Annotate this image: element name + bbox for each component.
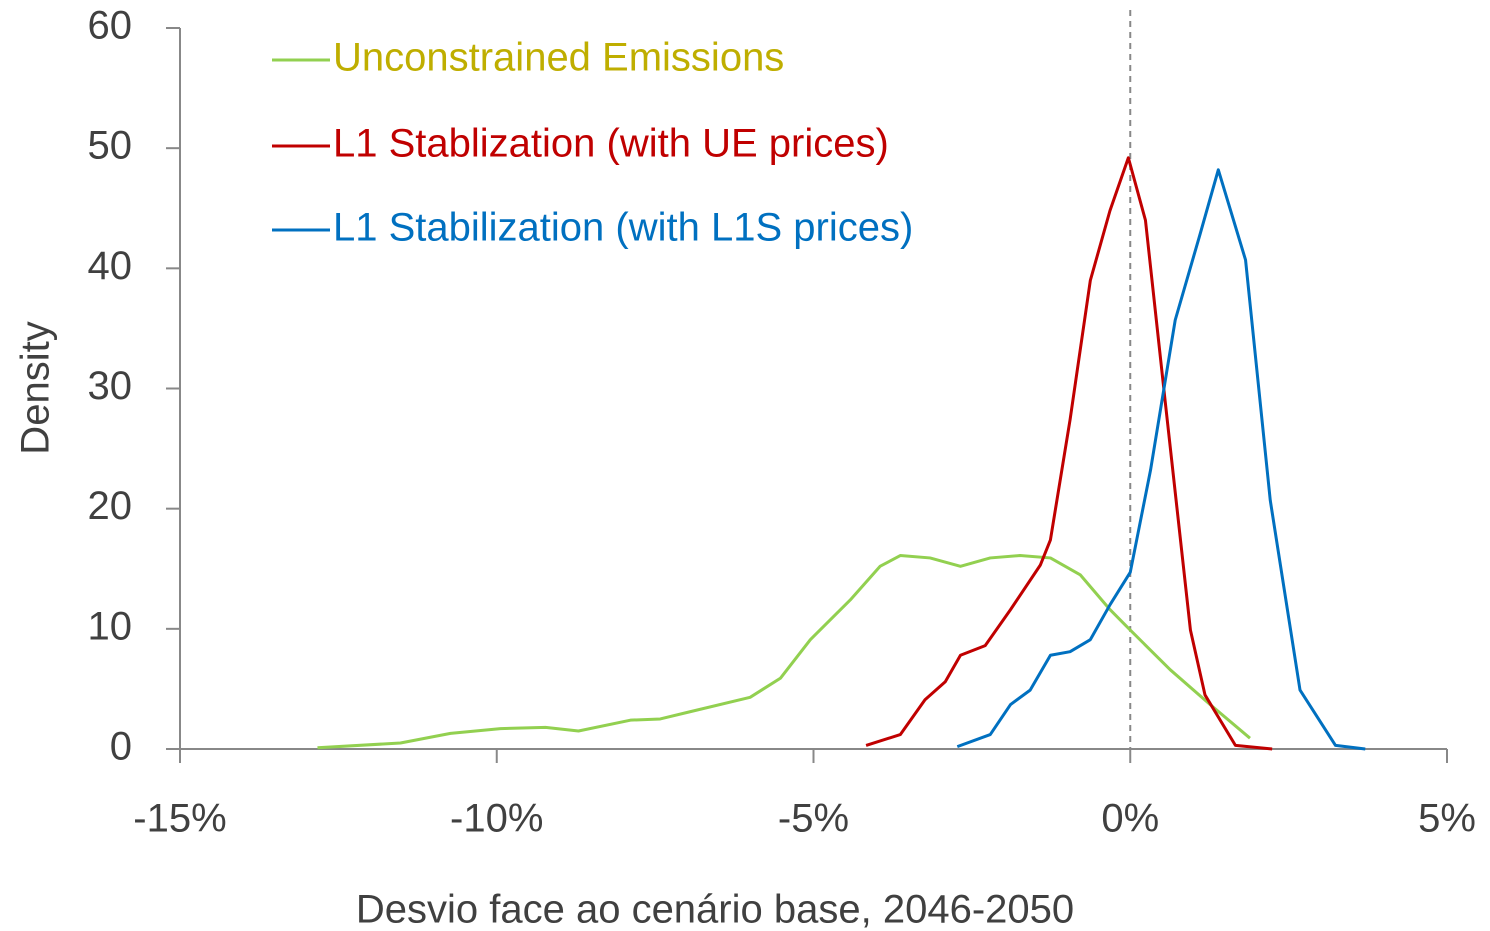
y-tick-label: 30 (88, 364, 133, 408)
legend-label: L1 Stabilization (with L1S prices) (333, 206, 913, 250)
legend-label: L1 Stablization (with UE prices) (333, 122, 889, 166)
x-tick-label: 5% (1418, 797, 1476, 841)
x-tick-label: 0% (1101, 797, 1159, 841)
x-tick-label: -15% (133, 797, 226, 841)
x-tick-label: -10% (450, 797, 543, 841)
series-line (317, 554, 1251, 750)
x-axis-label: Desvio face ao cenário base, 2046-2050 (356, 888, 1074, 931)
y-tick-label: 50 (88, 124, 133, 168)
series-line (956, 168, 1366, 751)
y-tick-label: 20 (88, 484, 133, 528)
x-tick-label: -5% (778, 797, 849, 841)
y-tick-label: 60 (88, 4, 133, 48)
series-line (865, 156, 1273, 751)
y-tick-label: 10 (88, 604, 133, 648)
y-tick-label: 0 (110, 725, 132, 769)
y-axis-label: Density (14, 321, 58, 454)
legend-label: Unconstrained Emissions (333, 36, 784, 80)
y-tick-label: 40 (88, 244, 133, 288)
